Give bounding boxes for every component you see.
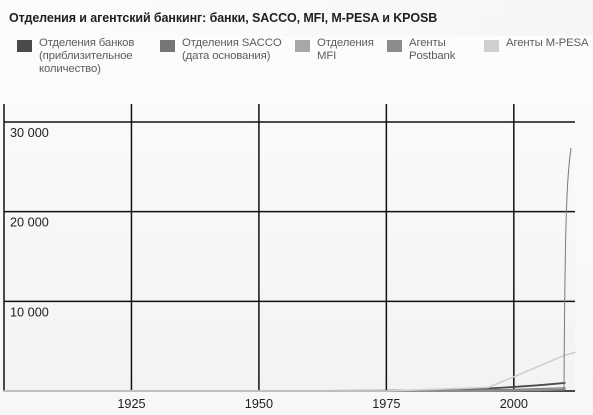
x-tick-label: 1925 xyxy=(117,397,145,411)
title-band xyxy=(0,0,593,36)
y-tick-label: 10 000 xyxy=(10,305,49,319)
legend-swatch-mpesa-agents xyxy=(484,40,499,52)
legend-label-postbank-agents: Агенты Postbank xyxy=(409,37,456,62)
legend-swatch-sacco-branches xyxy=(160,40,175,52)
legend: Отделения банков (приблизительное количе… xyxy=(0,37,593,87)
chart-title: Отделения и агентский банкинг: банки, SA… xyxy=(9,11,438,25)
page-edge-line xyxy=(563,147,572,392)
legend-item-sacco-branches: Отделения SACCO (дата основания) xyxy=(160,37,282,63)
legend-item-bank-branches: Отделения банков (приблизительное количе… xyxy=(17,37,134,76)
legend-label-mfi-branches: Отделения MFI xyxy=(317,37,374,62)
legend-swatch-mfi-branches xyxy=(295,40,310,52)
legend-swatch-postbank-agents xyxy=(387,40,402,52)
legend-label-bank-branches: Отделения банков (приблизительное количе… xyxy=(39,37,135,75)
plot-background xyxy=(4,104,575,391)
y-tick-label: 20 000 xyxy=(10,216,49,230)
series-line-4 xyxy=(3,351,576,392)
legend-item-postbank-agents: Агенты Postbank xyxy=(387,37,455,63)
legend-item-mfi-branches: Отделения MFI xyxy=(295,37,374,63)
legend-swatch-bank-branches xyxy=(17,40,32,52)
x-tick-label: 2000 xyxy=(500,397,528,411)
legend-label-mpesa-agents: Агенты M-PESA xyxy=(506,37,589,49)
y-tick-label: 30 000 xyxy=(10,126,49,140)
x-tick-label: 1975 xyxy=(372,397,400,411)
legend-item-mpesa-agents: Агенты M-PESA xyxy=(484,37,589,52)
x-tick-label: 1950 xyxy=(245,397,273,411)
legend-label-sacco-branches: Отделения SACCO (дата основания) xyxy=(182,37,282,62)
